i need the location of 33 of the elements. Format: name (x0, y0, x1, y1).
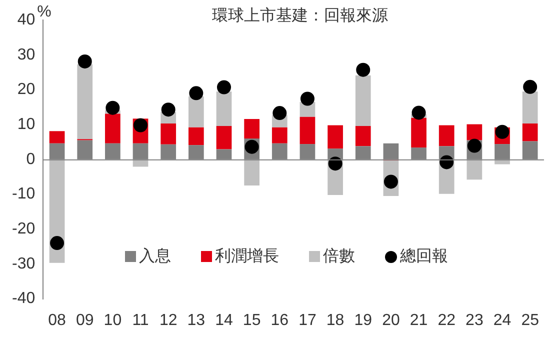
y-tick-label: -10 (12, 186, 36, 203)
legend-label: 總回報 (400, 247, 448, 267)
x-tick-label: 25 (521, 312, 540, 329)
x-tick-label: 19 (354, 312, 372, 329)
x-tick-label: 18 (326, 312, 344, 329)
x-tick-label: 08 (48, 312, 66, 329)
chart-title: 環球上市基建：回報來源 (212, 6, 388, 24)
legend-label: 利潤增長 (215, 246, 279, 267)
y-tick-label: 10 (17, 116, 36, 133)
y-tick-label: 20 (17, 81, 36, 98)
x-tick-label: 21 (410, 312, 428, 329)
x-tick-label: 17 (298, 312, 316, 329)
x-tick-label: 20 (382, 312, 400, 329)
x-tick-label: 10 (104, 312, 122, 329)
y-tick-label: 40 (17, 11, 36, 28)
x-tick-label: 13 (187, 312, 206, 329)
y-tick-label: 30 (17, 46, 36, 64)
x-tick-label: 14 (215, 312, 233, 329)
x-tick-label: 23 (466, 312, 484, 329)
y-tick-label: 0 (26, 150, 36, 168)
y-tick-label: -30 (12, 255, 36, 272)
y-tick-label: -20 (12, 220, 36, 238)
x-tick-label: 09 (76, 312, 94, 329)
x-tick-label: 24 (493, 312, 512, 329)
y-tick-label: -40 (12, 290, 36, 308)
x-tick-label: 15 (242, 312, 261, 329)
x-tick-label: 22 (438, 312, 456, 329)
x-tick-label: 11 (132, 312, 149, 329)
x-tick-label: 12 (159, 312, 178, 329)
legend-label: 入息 (139, 246, 171, 267)
legend-label: 倍數 (323, 246, 355, 267)
y-axis-title: % (37, 3, 52, 20)
x-tick-label: 16 (270, 312, 289, 329)
